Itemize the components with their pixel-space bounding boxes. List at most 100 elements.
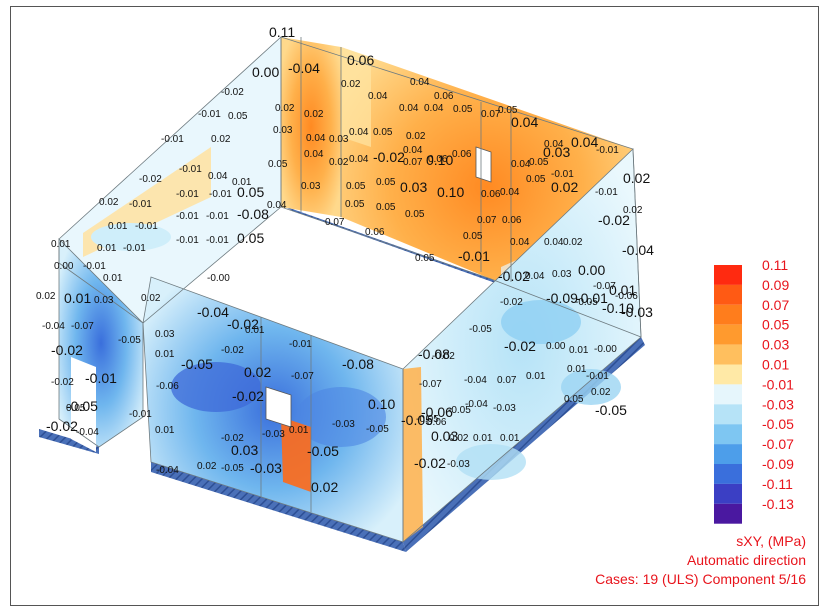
stress-value-label: -0.05 — [221, 463, 244, 474]
stress-value-label: -0.07 — [419, 379, 442, 390]
stress-value-label: 0.06 — [428, 154, 448, 165]
legend-swatch — [714, 304, 742, 325]
stress-value-label: 0.06 — [365, 227, 385, 238]
stress-value-label: 0.03 — [400, 179, 427, 195]
stress-value-label: -0.05 — [307, 443, 339, 459]
legend-swatch — [714, 384, 742, 405]
stress-value-label: 0.02 — [197, 461, 217, 472]
stress-value-label: 0.03 — [552, 269, 572, 280]
stress-value-label: -0.03 — [250, 460, 282, 476]
stress-value-label: -0.06 — [615, 291, 638, 302]
stress-value-label: 0.04 — [511, 159, 531, 170]
stress-value-label: 0.05 — [415, 253, 435, 264]
stress-value-label: 0.01 — [473, 433, 493, 444]
stress-value-label: -0.02 — [221, 433, 244, 444]
stress-value-label: 0.02 — [449, 433, 469, 444]
stress-value-label: -0.02 — [46, 418, 78, 434]
wall-right — [403, 149, 641, 542]
stress-value-label: -0.04 — [288, 60, 320, 76]
stress-value-label: -0.01 — [123, 243, 146, 254]
stress-value-label: -0.01 — [129, 409, 152, 420]
legend-label: 0.03 — [762, 337, 789, 353]
stress-value-label: 0.04 — [525, 271, 545, 282]
stress-value-label: 0.11 — [269, 24, 295, 40]
legend-label: -0.03 — [762, 396, 794, 412]
stress-value-label: 0.05 — [237, 230, 264, 246]
wall-left-blue-spot — [91, 223, 171, 251]
stress-value-label: 0.02 — [623, 170, 650, 186]
stress-value-label: 0.05 — [268, 159, 288, 170]
stress-value-label: -0.04 — [464, 375, 487, 386]
stress-value-label: 0.04 — [349, 127, 369, 138]
stress-value-label: -0.05 — [66, 398, 98, 414]
wall-right-blue-spot-2 — [561, 369, 621, 405]
stress-value-label: -0.04 — [465, 399, 488, 410]
stress-value-label: -0.01 — [198, 109, 221, 120]
stress-value-label: 0.06 — [481, 189, 501, 200]
info-panel: sXY, (MPa) Automatic direction Cases: 19… — [595, 532, 806, 589]
legend-swatch — [714, 344, 742, 365]
stress-value-label: -0.02 — [139, 174, 162, 185]
stress-value-label: 0.02 — [211, 134, 231, 145]
stress-value-label: 0.04 — [544, 139, 564, 150]
wall-right-orange-edge — [403, 367, 423, 542]
stress-value-label: -0.01 — [161, 134, 184, 145]
stress-value-label: 0.04 — [368, 91, 388, 102]
stress-value-label: 0.01 — [526, 371, 546, 382]
stress-value-label: 0.00 — [578, 262, 605, 278]
stress-value-label: -0.00 — [594, 344, 617, 355]
legend-label: 0.09 — [762, 277, 789, 293]
stress-value-label: 0.04 — [410, 77, 430, 88]
stress-value-label: 0.03 — [301, 181, 321, 192]
stress-value-label: 0.02 — [99, 197, 119, 208]
stress-value-label: 0.01 — [103, 273, 123, 284]
stress-value-label: 0.05 — [529, 157, 549, 168]
stress-value-label: 0.03 — [94, 295, 114, 306]
stress-value-label: 0.06 — [452, 149, 472, 160]
stress-value-label: 0.02 — [141, 293, 161, 304]
legend-label: -0.07 — [762, 436, 794, 452]
stress-value-label: -0.03 — [332, 419, 355, 430]
stress-value-label: 0.04 — [304, 149, 324, 160]
legend-swatch — [714, 404, 742, 425]
quantity-label: sXY, (MPa) — [736, 533, 806, 549]
stress-value-label: -0.04 — [197, 304, 229, 320]
stress-value-label: -0.03 — [262, 429, 285, 440]
stress-value-label: 0.05 — [564, 394, 584, 405]
legend-swatch — [714, 424, 742, 445]
stress-value-label: -0.02 — [221, 87, 244, 98]
legend-swatch — [714, 265, 742, 285]
stress-value-label: 0.02 — [563, 237, 583, 248]
stress-value-label: -0.01 — [206, 211, 229, 222]
stress-value-label: 0.05 — [463, 231, 483, 242]
stress-value-label: -0.01 — [176, 235, 199, 246]
stress-value-label: 0.04 — [267, 200, 287, 211]
stress-value-label: -0.01 — [176, 189, 199, 200]
stress-value-label: -0.04 — [76, 427, 99, 438]
wall-structure — [39, 36, 645, 552]
stress-value-label: 0.01 — [51, 239, 71, 250]
stress-value-label: 0.05 — [373, 127, 393, 138]
stress-value-label: 0.03 — [231, 442, 258, 458]
stress-value-label: 0.01 — [500, 433, 520, 444]
stress-value-label: -0.07 — [593, 281, 616, 292]
stress-value-label: -0.01 — [551, 169, 574, 180]
stress-value-label: 0.10 — [437, 184, 464, 200]
stress-value-label: 0.03 — [543, 144, 570, 160]
stress-value-label: 0.05 — [346, 181, 366, 192]
wall-front-deep-blue-1 — [171, 362, 261, 412]
legend-label: 0.05 — [762, 317, 789, 333]
legend-swatch — [714, 483, 742, 504]
stress-value-label: 0.05 — [376, 177, 396, 188]
stress-value-label: -0.01 — [586, 371, 609, 382]
legend-label: -0.11 — [762, 476, 793, 492]
stress-value-label: -0.04 — [42, 321, 65, 332]
stress-value-label: -0.01 — [83, 261, 106, 272]
stress-value-label: -0.02 — [500, 297, 523, 308]
legend-swatch — [714, 364, 742, 385]
wall-back-window — [475, 146, 492, 183]
stress-value-label: -0.02 — [51, 342, 83, 358]
stress-value-label: -0.05 — [575, 297, 598, 308]
legend-swatch — [714, 464, 742, 484]
stress-value-label: 0.04 — [571, 134, 598, 150]
